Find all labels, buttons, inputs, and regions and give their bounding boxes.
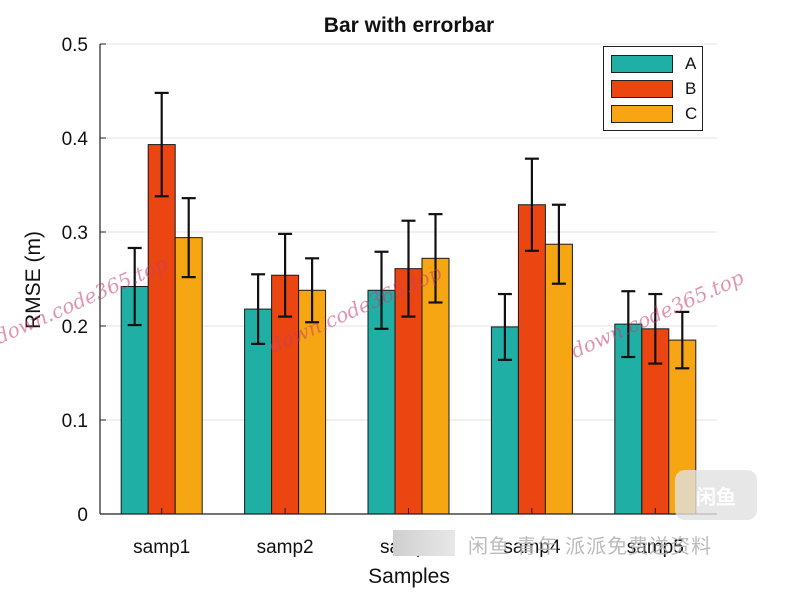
errorbar-group [127, 91, 690, 370]
legend: A B C [603, 46, 703, 131]
chart-title: Bar with errorbar [323, 14, 495, 37]
legend-item-b: B [611, 79, 696, 99]
y-tick-label: 0.1 [62, 411, 88, 432]
bar-b-samp1 [147, 144, 176, 515]
bar-c-samp1 [174, 237, 203, 515]
y-tick-label: 0.3 [62, 223, 88, 244]
legend-swatch-b [611, 80, 673, 98]
x-tick-label: samp4 [503, 537, 560, 558]
y-tick-label: 0.5 [62, 35, 88, 56]
axes [99, 43, 717, 515]
legend-label-c: C [685, 104, 698, 123]
blurred-region [393, 530, 455, 556]
legend-item-a: A [611, 54, 696, 74]
y-tick-label: 0.4 [62, 129, 89, 150]
legend-swatch-c [611, 105, 673, 123]
bar-c-samp4 [544, 243, 573, 515]
x-tick-label: samp2 [257, 537, 314, 558]
x-axis-label: Samples [368, 565, 450, 588]
bar-group [120, 144, 697, 515]
y-tick-labels: 0 0.1 0.2 0.3 0.4 0.5 [62, 35, 89, 526]
legend-swatch-a [611, 55, 673, 73]
y-tick-label: 0 [77, 505, 88, 526]
legend-item-c: C [611, 104, 697, 124]
legend-label-a: A [685, 54, 697, 73]
y-axis-label: RMSE (m) [22, 231, 45, 329]
watermark-label: 闲鱼 青年 派派免费送资料 [468, 536, 713, 558]
legend-label-b: B [685, 79, 697, 98]
y-tick-label: 0.2 [62, 317, 88, 338]
bar-c-samp2 [298, 289, 327, 515]
watermark-badge: 闲鱼 [675, 470, 757, 520]
x-tick-label: samp5 [627, 537, 684, 558]
x-tick-label: samp1 [133, 537, 190, 558]
